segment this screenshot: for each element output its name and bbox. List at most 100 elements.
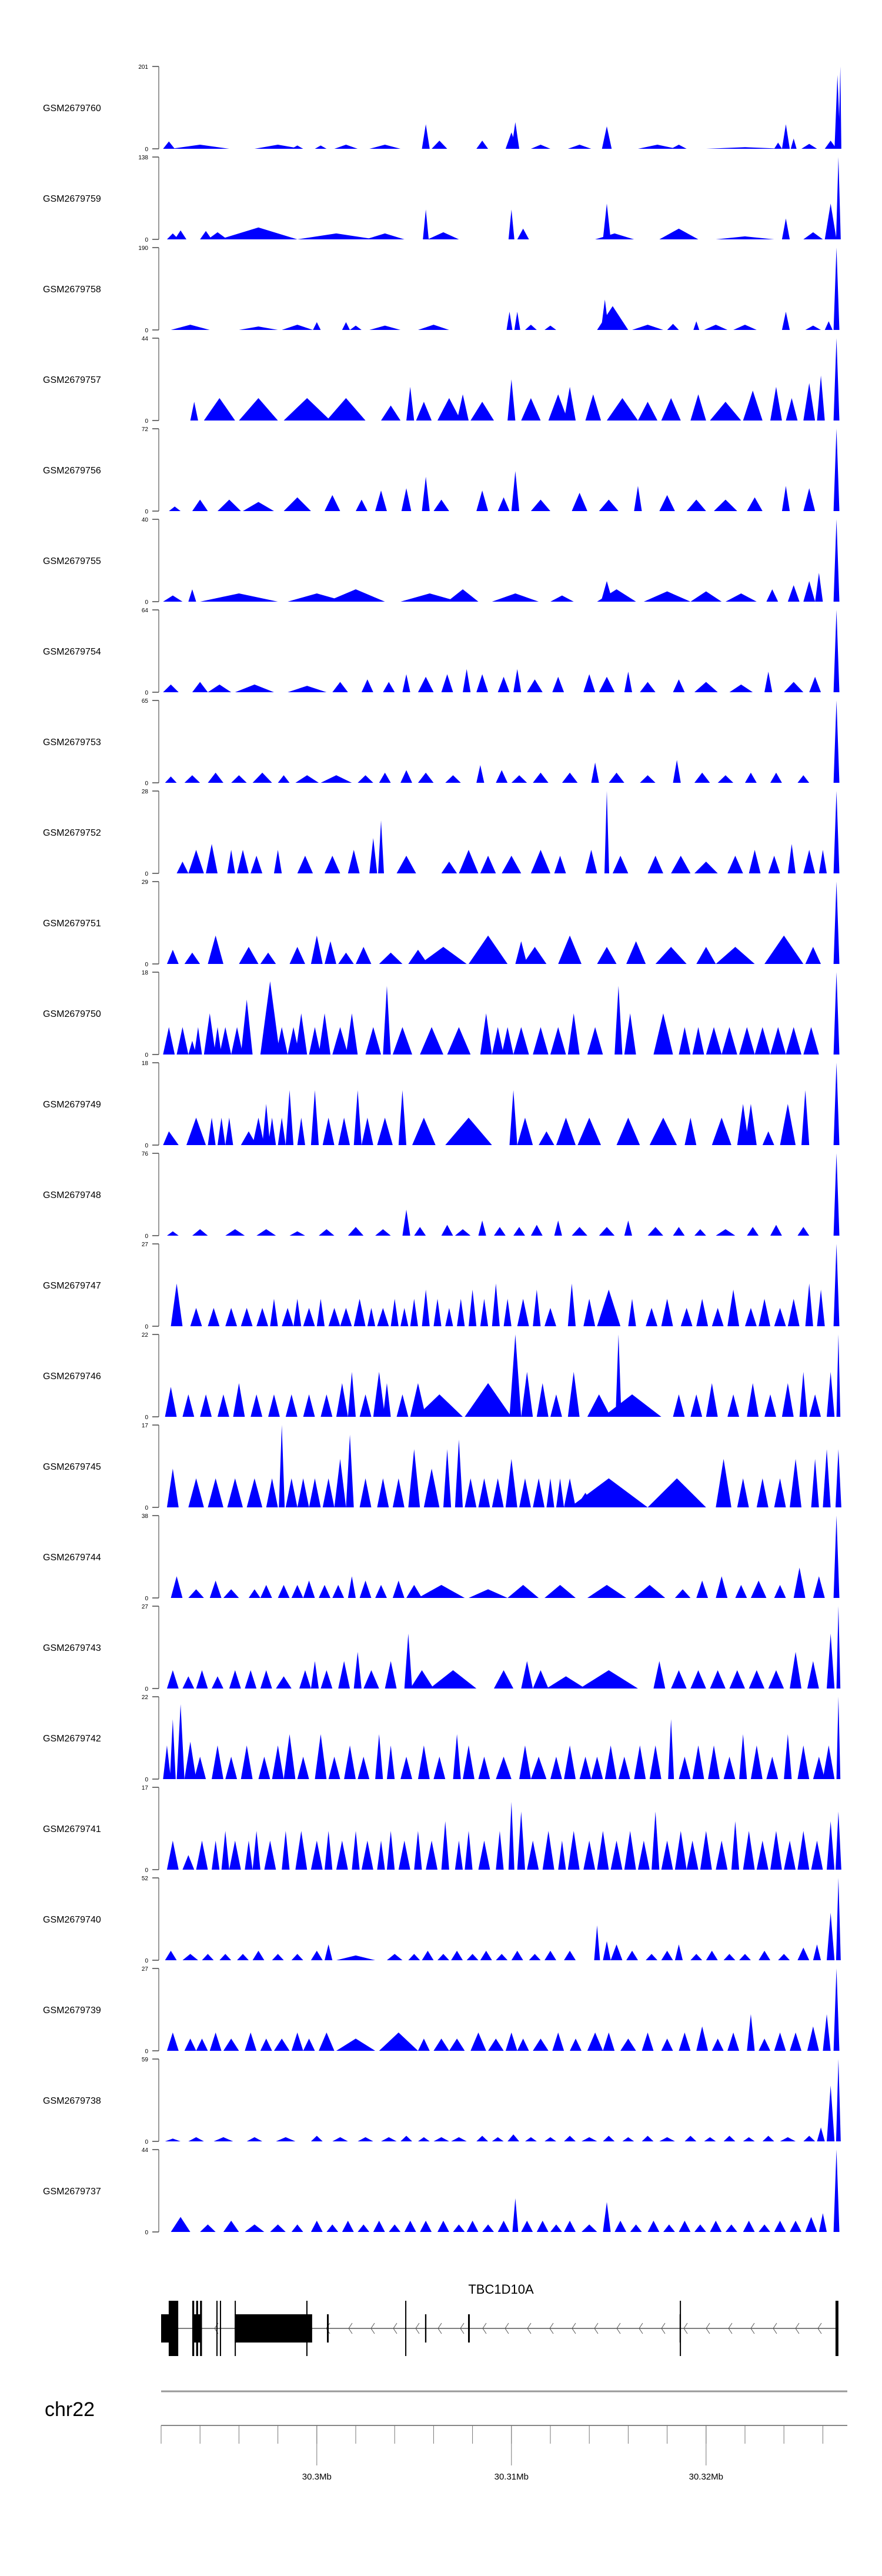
coverage-peak bbox=[628, 1299, 636, 1326]
coverage-peak bbox=[511, 471, 520, 511]
coverage-peak bbox=[338, 952, 354, 964]
coverage-peak bbox=[240, 999, 253, 1055]
coverage-peak bbox=[422, 1950, 434, 1960]
coverage-peak bbox=[252, 1831, 260, 1870]
coverage-peak bbox=[420, 947, 467, 964]
coverage-peak bbox=[781, 1383, 794, 1417]
coverage-peak bbox=[745, 1104, 757, 1145]
coverage-peak bbox=[564, 1950, 576, 1960]
strand-chevron-icon bbox=[370, 2323, 375, 2334]
coverage-peak bbox=[784, 682, 804, 692]
y-axis-max-label: 22 bbox=[142, 1332, 149, 1339]
coverage-peak bbox=[597, 306, 629, 330]
coverage-peak bbox=[420, 2220, 432, 2232]
coverage-peak bbox=[809, 1394, 821, 1417]
coverage-peak bbox=[163, 1027, 175, 1055]
coverage-peak bbox=[227, 850, 235, 873]
coverage-peak bbox=[166, 949, 179, 964]
coverage-peak bbox=[363, 1670, 379, 1689]
coverage-peak bbox=[567, 145, 592, 149]
coverage-peak bbox=[614, 986, 623, 1055]
coverage-peak bbox=[282, 325, 313, 330]
coverage-peak bbox=[245, 2224, 265, 2232]
coverage-peak bbox=[332, 2137, 348, 2141]
coverage-peak bbox=[679, 1756, 691, 1779]
coverage-peak bbox=[212, 1745, 223, 1779]
coverage-peak bbox=[270, 2224, 286, 2232]
coverage-peak bbox=[166, 1840, 179, 1870]
coverage-peak bbox=[295, 775, 319, 783]
coverage-peak bbox=[416, 402, 432, 421]
coverage-peak bbox=[745, 772, 757, 783]
coverage-peak bbox=[502, 856, 522, 873]
coverage-peak bbox=[725, 2224, 737, 2232]
coverage-peak bbox=[480, 1299, 489, 1326]
coverage-peak bbox=[827, 1821, 835, 1870]
coverage-peak bbox=[643, 591, 691, 602]
coverage-peak bbox=[836, 1697, 841, 1779]
coverage-peak bbox=[554, 1220, 562, 1236]
coverage-peak bbox=[530, 850, 550, 873]
coverage-peak bbox=[328, 1756, 340, 1779]
coverage-peak bbox=[325, 856, 340, 873]
coverage-peak bbox=[417, 1745, 430, 1779]
coverage-peak bbox=[245, 1670, 257, 1689]
coverage-peak bbox=[229, 1670, 241, 1689]
track-label: GSM2679745 bbox=[43, 1462, 101, 1472]
y-axis-zero-label: 0 bbox=[145, 780, 148, 787]
coverage-track: GSM2679745 17 0 bbox=[43, 1423, 841, 1511]
coverage-peak bbox=[550, 595, 574, 602]
coverage-peak bbox=[797, 1745, 810, 1779]
coverage-peak bbox=[212, 1840, 220, 1870]
coverage-peak bbox=[208, 935, 223, 964]
track-label: GSM2679756 bbox=[43, 466, 101, 476]
coverage-peak bbox=[637, 145, 677, 149]
coverage-peak bbox=[392, 1580, 405, 1598]
track-label: GSM2679748 bbox=[43, 1190, 101, 1200]
coverage-peak bbox=[640, 682, 656, 692]
y-axis-max-label: 201 bbox=[138, 64, 148, 71]
coverage-track: GSM2679748 76 0 bbox=[43, 1151, 840, 1240]
coverage-peak bbox=[674, 1944, 683, 1960]
coverage-peak bbox=[585, 394, 602, 421]
coverage-peak bbox=[786, 1027, 801, 1055]
coverage-peak bbox=[400, 2135, 412, 2141]
coverage-peak bbox=[445, 1117, 492, 1145]
coverage-peak bbox=[441, 862, 457, 873]
coverage-peak bbox=[603, 2032, 615, 2051]
coverage-peak bbox=[319, 1584, 330, 1598]
coverage-peak bbox=[564, 2135, 576, 2141]
coverage-peak bbox=[754, 1027, 771, 1055]
coverage-peak bbox=[196, 1670, 208, 1689]
coverage-peak bbox=[377, 1840, 385, 1870]
coverage-peak bbox=[690, 394, 706, 421]
y-axis-zero-label: 0 bbox=[145, 328, 148, 334]
coverage-peak bbox=[523, 947, 547, 964]
coverage-peak bbox=[171, 2217, 191, 2232]
coverage-peak bbox=[661, 1299, 673, 1326]
exon-coding bbox=[192, 2301, 195, 2356]
coverage-track: GSM2679746 22 0 bbox=[43, 1332, 841, 1421]
coverage-peak bbox=[278, 1584, 290, 1598]
coverage-peak bbox=[497, 497, 510, 511]
coverage-peak bbox=[309, 1027, 321, 1055]
coverage-peak bbox=[524, 2137, 537, 2141]
coverage-peak bbox=[182, 1954, 198, 1960]
y-axis-max-label: 65 bbox=[142, 698, 149, 705]
coverage-peak bbox=[278, 1117, 286, 1145]
exon-utr bbox=[235, 2314, 312, 2343]
coverage-peak bbox=[217, 1394, 229, 1417]
coverage-peak bbox=[367, 1307, 376, 1326]
coverage-peak bbox=[348, 850, 360, 873]
coverage-peak bbox=[696, 2026, 709, 2051]
coverage-peak bbox=[406, 386, 415, 421]
coverage-peak bbox=[743, 2220, 755, 2232]
coverage-peak bbox=[496, 1954, 508, 1960]
coverage-peak bbox=[272, 1745, 284, 1779]
track-label: GSM2679742 bbox=[43, 1734, 101, 1744]
y-axis-max-label: 27 bbox=[142, 1966, 149, 1973]
coverage-peak bbox=[268, 1117, 276, 1145]
coverage-peak bbox=[725, 593, 757, 602]
coverage-track: GSM2679759 138 0 bbox=[43, 155, 841, 243]
coverage-track: GSM2679743 27 0 bbox=[43, 1604, 841, 1693]
